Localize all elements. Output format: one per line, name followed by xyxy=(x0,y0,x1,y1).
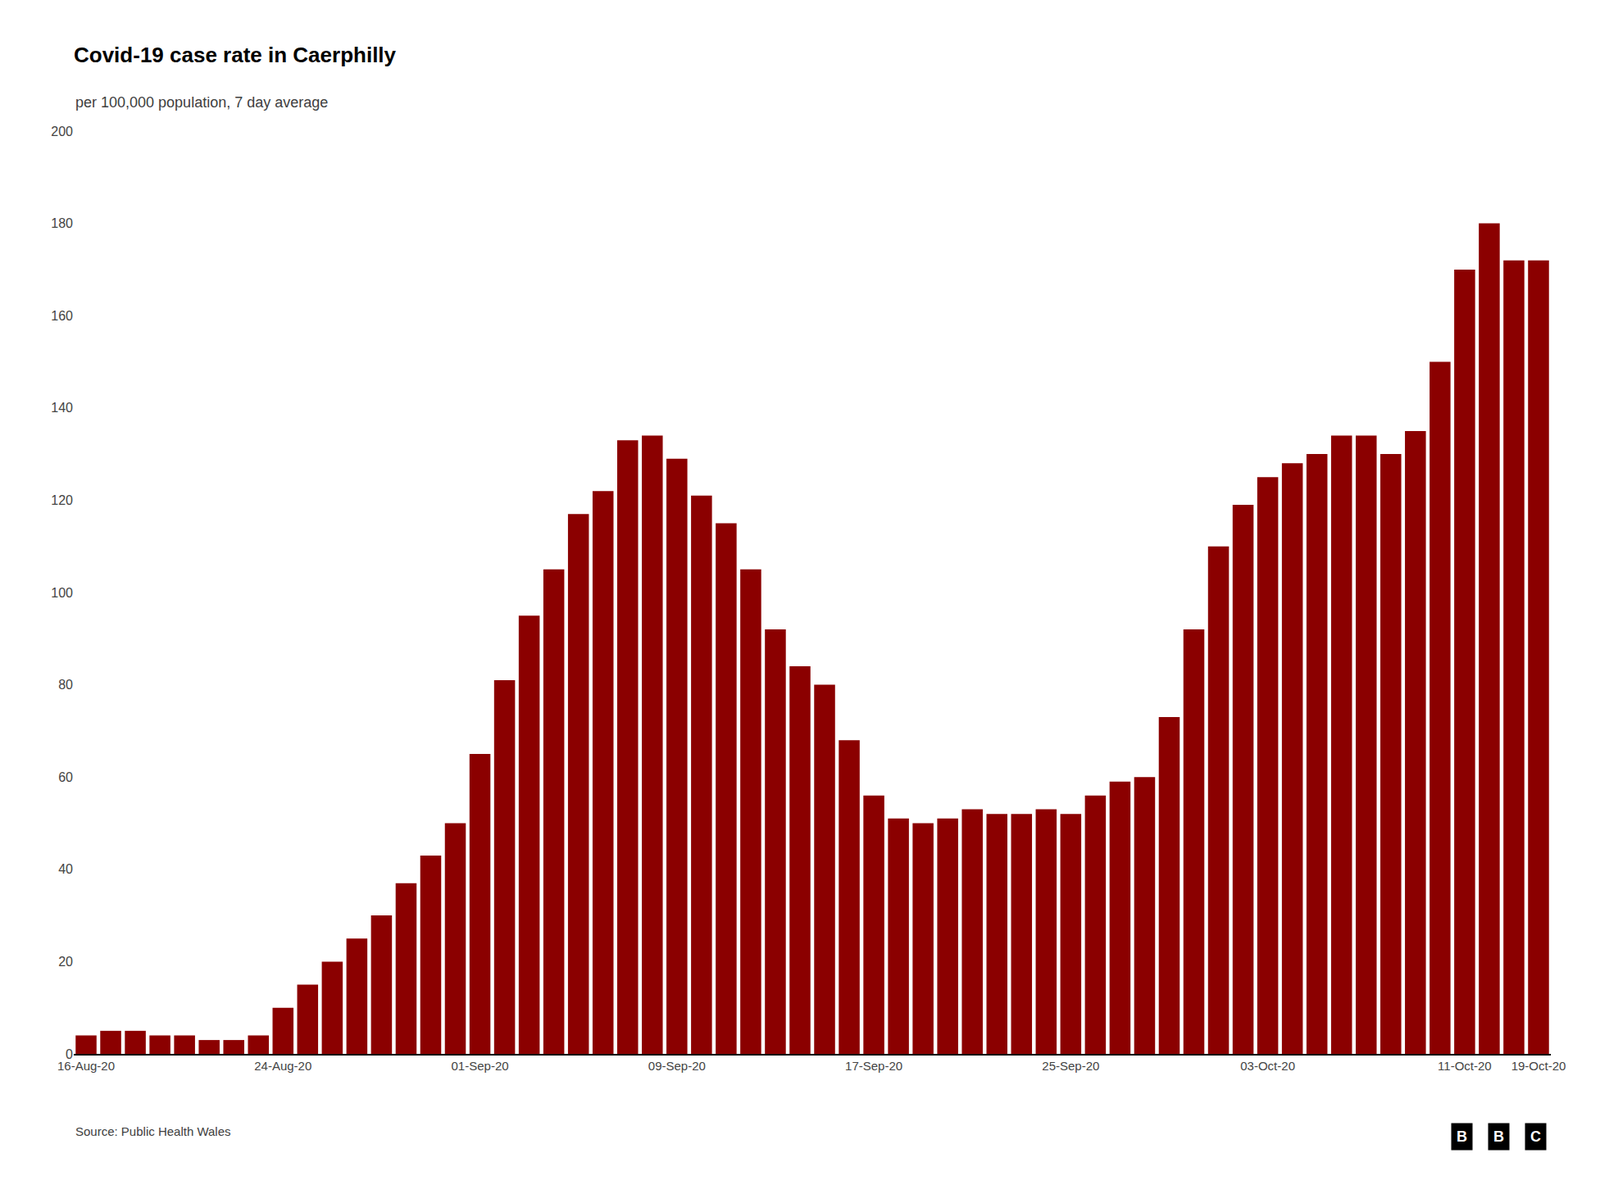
svg-text:01-Sep-20: 01-Sep-20 xyxy=(451,1059,510,1073)
svg-text:11-Oct-20: 11-Oct-20 xyxy=(1437,1059,1492,1073)
svg-text:180: 180 xyxy=(50,216,73,231)
svg-text:160: 160 xyxy=(50,309,73,323)
svg-text:Covid-19 case rate in Caerphil: Covid-19 case rate in Caerphilly xyxy=(73,42,397,68)
svg-text:per 100,000 population, 7 day: per 100,000 population, 7 day average xyxy=(75,94,328,111)
svg-text:09-Sep-20: 09-Sep-20 xyxy=(648,1059,706,1073)
svg-text:100: 100 xyxy=(50,586,73,600)
svg-text:16-Aug-20: 16-Aug-20 xyxy=(57,1059,115,1073)
svg-text:20: 20 xyxy=(58,954,73,969)
svg-text:60: 60 xyxy=(58,770,73,785)
svg-text:19-Oct-20: 19-Oct-20 xyxy=(1511,1059,1567,1073)
svg-text:0: 0 xyxy=(65,1047,73,1062)
svg-text:40: 40 xyxy=(58,862,73,877)
svg-text:200: 200 xyxy=(50,124,73,139)
svg-text:25-Sep-20: 25-Sep-20 xyxy=(1041,1059,1100,1073)
svg-text:120: 120 xyxy=(50,493,73,508)
svg-text:80: 80 xyxy=(58,677,73,692)
svg-text:B: B xyxy=(1493,1128,1505,1146)
svg-text:140: 140 xyxy=(50,400,73,415)
svg-text:17-Sep-20: 17-Sep-20 xyxy=(845,1059,903,1073)
svg-text:03-Oct-20: 03-Oct-20 xyxy=(1240,1059,1296,1073)
svg-text:B: B xyxy=(1456,1128,1468,1146)
svg-text:24-Aug-20: 24-Aug-20 xyxy=(254,1059,312,1073)
svg-text:Source: Public Health Wales: Source: Public Health Wales xyxy=(75,1124,232,1139)
svg-text:C: C xyxy=(1530,1128,1541,1146)
